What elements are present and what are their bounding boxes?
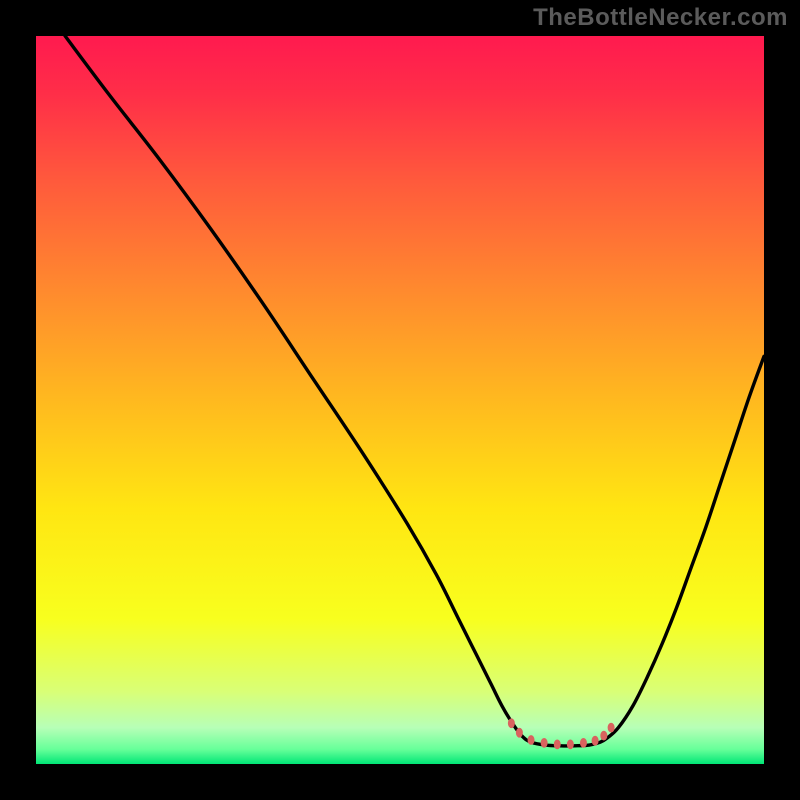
valley-marker [528, 736, 534, 745]
plot-area [36, 36, 764, 764]
valley-marker [508, 719, 514, 728]
valley-marker [608, 723, 614, 732]
valley-marker [601, 731, 607, 740]
valley-marker [516, 728, 522, 737]
valley-marker [554, 740, 560, 749]
bottleneck-curve [36, 36, 764, 764]
valley-marker [580, 738, 586, 747]
valley-marker [541, 738, 547, 747]
watermark-text: TheBottleNecker.com [533, 4, 788, 32]
curve-path [65, 36, 764, 746]
valley-marker [567, 740, 573, 749]
chart-frame: TheBottleNecker.com [0, 0, 800, 800]
valley-marker [592, 736, 598, 745]
